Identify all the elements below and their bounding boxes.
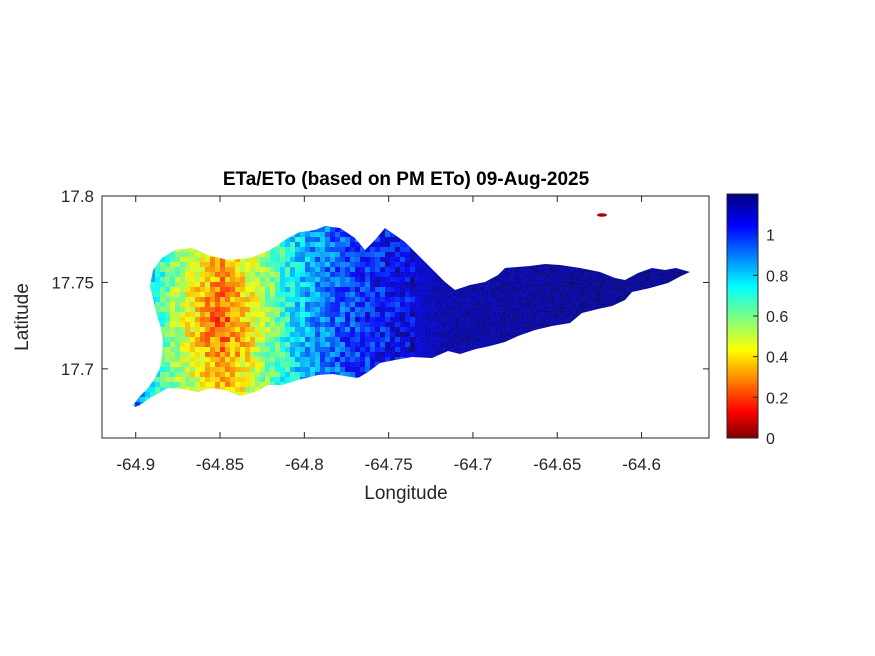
x-axis-ticks: -64.9 -64.85 -64.8 -64.75 -64.7 -64.65 -64.6 [116,196,661,474]
colorbar-ticks: 0 0.2 0.4 0.6 0.8 1 [753,228,788,448]
colorbar-tick-label: 0 [766,431,775,448]
y-tick-label: 17.8 [61,187,94,206]
x-tick-label: -64.7 [454,455,493,474]
x-tick-label: -64.9 [116,455,155,474]
colorbar [726,193,759,439]
islet [597,213,607,217]
x-tick-label: -64.65 [533,455,581,474]
colorbar-tick-label: 0.8 [766,268,788,285]
y-tick-label: 17.75 [51,273,94,292]
y-tick-label: 17.7 [61,360,94,379]
x-tick-label: -64.6 [622,455,661,474]
colorbar-tick-label: 0.2 [766,390,788,407]
colorbar-tick-label: 0.6 [766,309,788,326]
y-axis-ticks: 17.7 17.75 17.8 [51,187,709,379]
x-tick-label: -64.85 [196,455,244,474]
colorbar-tick-label: 1 [766,228,775,245]
x-axis-label: Longitude [364,483,447,504]
chart-title: ETa/ETo (based on PM ETo) 09-Aug-2025 [223,169,590,190]
colorbar-tick-label: 0.4 [766,350,788,367]
x-tick-label: -64.75 [365,455,413,474]
y-axis-label: Latitude [12,283,33,351]
x-tick-label: -64.8 [285,455,324,474]
